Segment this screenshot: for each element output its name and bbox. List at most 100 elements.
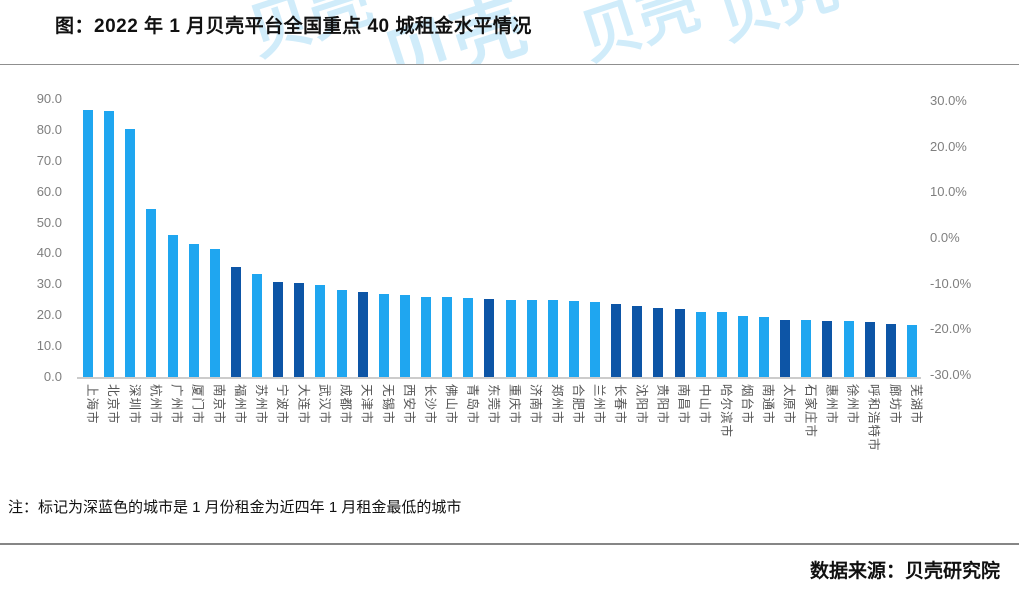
x-axis-line [77,377,921,379]
x-axis-label: 郑州市 [549,384,564,425]
bar [315,284,326,377]
bar [146,209,157,377]
x-axis-label: 惠州市 [824,384,839,425]
bar [547,300,558,377]
bar [484,299,495,377]
x-axis-label: 兰州市 [592,384,607,425]
bar [252,273,263,377]
x-axis-label: 成都市 [338,384,353,425]
left-axis-tick: 70.0 [36,152,62,168]
x-axis-label: 北京市 [106,384,121,425]
footnote: 注：标记为深蓝色的城市是 1 月份租金为近四年 1 月租金最低的城市 [8,499,462,516]
x-axis-label: 深圳市 [127,384,142,425]
bar [906,325,917,377]
x-axis-label: 苏州市 [254,384,269,425]
beike-watermark: 贝壳 [572,0,707,64]
bar [83,110,93,377]
x-axis-label: 合肥市 [570,384,585,425]
bar [378,293,389,377]
bar [230,267,241,377]
x-axis-label: 长春市 [613,384,628,425]
x-axis-label: 武汉市 [317,384,332,425]
x-axis-label: 南京市 [211,384,226,425]
left-axis-tick: 40.0 [36,245,62,261]
footer-divider [0,543,1019,545]
right-axis-tick: 30.0% [930,93,967,108]
bar [632,305,643,377]
left-axis-tick: 10.0 [36,338,62,354]
x-axis-label: 中山市 [697,384,712,425]
x-axis-label: 无锡市 [380,384,395,425]
left-axis-tick: 50.0 [36,214,62,230]
x-axis-label: 徐州市 [845,384,860,425]
bar [273,281,284,377]
bar [843,321,854,377]
bar [759,317,770,377]
bar [188,243,199,377]
x-axis-label: 杭州市 [148,384,163,425]
bar [695,312,706,377]
left-axis-tick: 0.0 [43,369,62,384]
right-axis-tick: -10.0% [930,275,972,291]
bar [442,297,453,377]
left-axis-tick: 30.0 [36,276,62,292]
bar [167,234,178,377]
bar [864,321,875,377]
x-axis-label: 廊坊市 [887,384,902,425]
bar [125,129,136,377]
bar [674,308,685,377]
bar [568,301,579,377]
bar-chart: 90.0 80.0 70.0 60.0 50.0 40.0 30.0 20.0 10.0 0.0 … [0,65,1019,495]
bar [336,289,347,377]
bar [505,299,516,377]
x-axis-label: 上海市 [85,384,99,425]
bar [590,301,601,377]
x-axis-label: 烟台市 [739,384,754,425]
bar [716,312,727,377]
bar [526,300,537,377]
x-axis-label: 长沙市 [423,384,438,425]
x-axis-label: 佛山市 [444,384,459,425]
x-axis-label: 广州市 [169,384,184,425]
right-axis-tick: 20.0% [930,138,967,154]
data-source: 数据来源：贝壳研究院 [809,561,1000,582]
x-axis-label: 太原市 [782,384,797,425]
bar [463,298,474,377]
bar [421,296,432,377]
left-axis-tick: 60.0 [36,183,62,199]
bar [653,308,664,377]
right-axis-tick: -30.0% [930,367,972,383]
page-title: 图：2022 年 1 月贝壳平台全国重点 40 城租金水平情况 [55,16,532,37]
x-axis-label: 宁波市 [275,384,290,425]
bar [357,292,368,377]
bar [104,111,115,377]
x-axis-label: 福州市 [232,384,247,425]
left-axis-tick: 90.0 [36,91,62,106]
right-axis-tick: 10.0% [930,184,967,200]
x-axis-label: 天津市 [359,384,374,425]
x-axis-label: 东莞市 [486,384,501,425]
bar [611,304,622,377]
x-axis-label: 南通市 [761,384,776,425]
left-axis-tick: 80.0 [36,121,62,137]
bar [294,283,305,377]
bar [822,320,833,377]
x-axis-label: 济南市 [528,384,543,425]
x-axis-label: 呼和浩特市 [866,384,881,452]
right-axis-tick: -20.0% [930,321,972,337]
header-divider [0,64,1019,65]
bar [737,315,748,377]
bar [780,319,791,377]
x-axis-label: 厦门市 [190,384,205,425]
x-axis-label: 芜湖市 [908,384,923,425]
x-axis-label: 青岛市 [465,384,480,425]
x-axis-label: 大连市 [296,384,311,425]
bar [399,294,410,377]
x-axis-label: 石家庄市 [803,384,818,439]
bar [801,320,812,377]
right-axis-tick: 0.0% [930,230,960,245]
x-axis-label: 贵阳市 [655,384,670,425]
left-axis-tick: 20.0 [36,307,62,323]
x-axis-label: 哈尔滨市 [718,384,733,439]
